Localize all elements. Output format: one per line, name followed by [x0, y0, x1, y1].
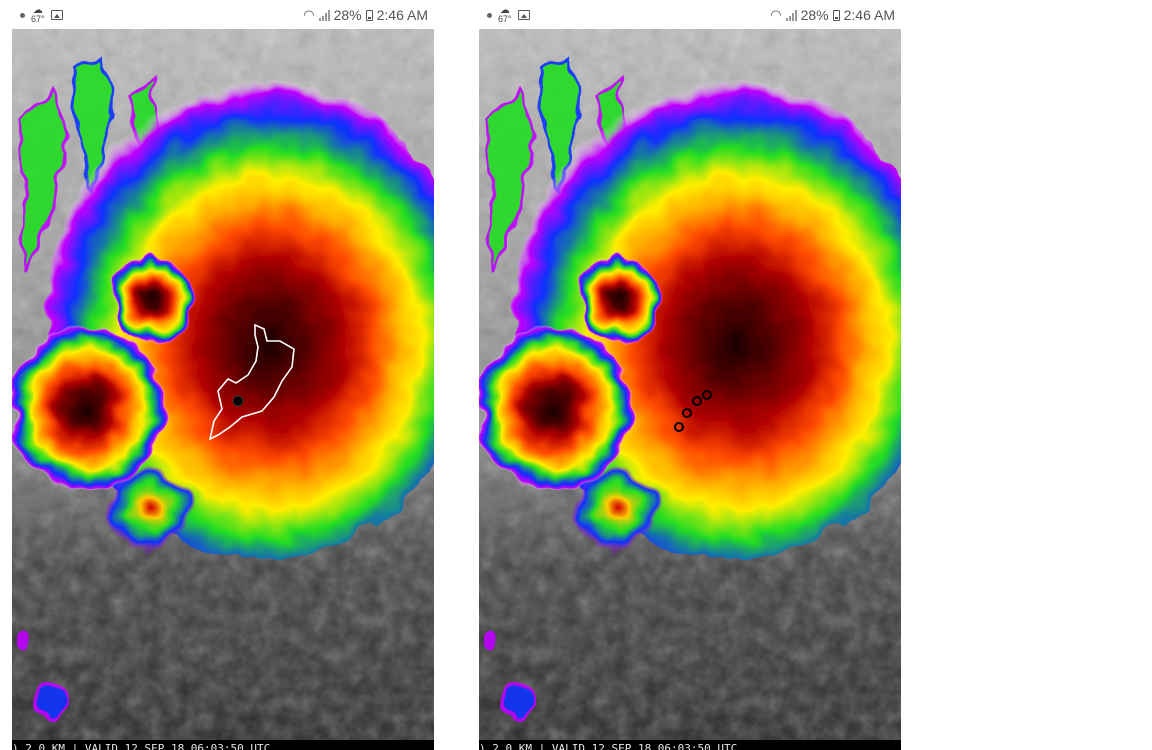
- status-bar-left: ☁ 67°: [487, 6, 530, 24]
- clock: 2:46 AM: [376, 7, 428, 23]
- battery-percent: 28%: [800, 7, 829, 23]
- temperature: 67°: [498, 14, 512, 24]
- clock: 2:46 AM: [843, 7, 895, 23]
- lightning-markers: [674, 390, 712, 432]
- battery-percent: 28%: [333, 7, 362, 23]
- phone-screenshot-right: ☁ 67° ◠ 28% 2:46 AM ) 2.0 KM | VALID 12 …: [479, 0, 901, 750]
- image-caption: ) 2.0 KM | VALID 12 SEP 18 06:03:50 UTC: [479, 740, 901, 750]
- cloud-icon: ☁: [32, 5, 43, 16]
- signal-icon: [318, 9, 330, 21]
- cloud-icon: ☁: [499, 5, 510, 16]
- satellite-infrared-image: [12, 29, 434, 740]
- notification-dot-icon: [487, 12, 492, 18]
- status-bar-right: ◠ 28% 2:46 AM: [770, 7, 895, 23]
- signal-icon: [785, 9, 797, 21]
- notification-dot-icon: [20, 12, 25, 18]
- gallery-icon: [517, 10, 530, 20]
- gallery-icon: [50, 10, 63, 20]
- status-bar-left: ☁ 67°: [20, 6, 63, 24]
- weather-widget: ☁ 67°: [31, 6, 45, 24]
- status-bar: ☁ 67° ◠ 28% 2:46 AM: [479, 0, 901, 30]
- temperature: 67°: [31, 14, 45, 24]
- weather-widget: ☁ 67°: [498, 6, 512, 24]
- satellite-infrared-image: [479, 29, 901, 740]
- status-bar-right: ◠ 28% 2:46 AM: [303, 7, 428, 23]
- battery-icon: [365, 9, 373, 21]
- wifi-icon: ◠: [303, 7, 315, 22]
- status-bar: ☁ 67° ◠ 28% 2:46 AM: [12, 0, 434, 30]
- battery-icon: [832, 9, 840, 21]
- eye-outline-annotation: [208, 323, 295, 441]
- phone-screenshot-left: ☁ 67° ◠ 28% 2:46 AM ) 2.0 KM | VALID 12 …: [12, 0, 434, 750]
- wifi-icon: ◠: [770, 7, 782, 22]
- image-caption: ) 2.0 KM | VALID 12 SEP 18 06:03:50 UTC: [12, 740, 434, 750]
